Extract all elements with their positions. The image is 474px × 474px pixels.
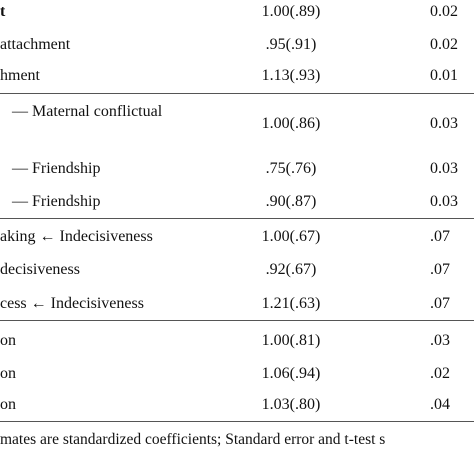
p-value: 0.03 [430,160,458,177]
estimate: 1.21(.63) [261,295,321,312]
p-value: 0.02 [430,36,458,53]
p-value: 0.03 [430,193,458,210]
estimate: .92(.67) [265,261,317,278]
estimate: 1.13(.93) [261,67,321,84]
estimate: 1.06(.94) [261,365,321,382]
row-label: cess ← Indecisiveness [0,295,144,312]
p-value: .02 [430,365,450,382]
estimate: .90(.87) [265,193,317,210]
row-label: aking ← Indecisiveness [0,228,153,245]
estimate: 1.00(.86) [261,115,321,132]
estimate: .95(.91) [265,36,317,53]
p-value: 0.03 [430,115,458,132]
row-label: hment [0,67,40,84]
row-label: decisiveness [0,261,80,278]
group-rule [0,93,474,94]
estimate: 1.00(.81) [261,332,321,349]
row-label: t [0,3,6,20]
group-rule [0,421,474,422]
row-label: — Friendship [12,193,101,210]
p-value: .03 [430,332,450,349]
p-value: 0.01 [430,67,458,84]
row-label: on [0,332,16,349]
estimate: 1.00(.89) [261,3,321,20]
row-label: — Friendship [12,160,101,177]
p-value: .07 [430,295,450,312]
p-value: 0.02 [430,3,458,20]
group-rule [0,320,474,321]
row-label: attachment [0,36,71,53]
p-value: .07 [430,261,450,278]
row-label: — Maternal conflictual [12,103,163,120]
p-value: .07 [430,228,450,245]
estimate: .75(.76) [265,160,317,177]
row-label: on [0,396,16,413]
row-label: on [0,365,16,382]
p-value: .04 [430,396,450,413]
estimate: 1.00(.67) [261,228,321,245]
table-note: mates are standardized coefficients; Sta… [0,431,386,448]
estimate: 1.03(.80) [261,396,321,413]
group-rule [0,218,474,219]
